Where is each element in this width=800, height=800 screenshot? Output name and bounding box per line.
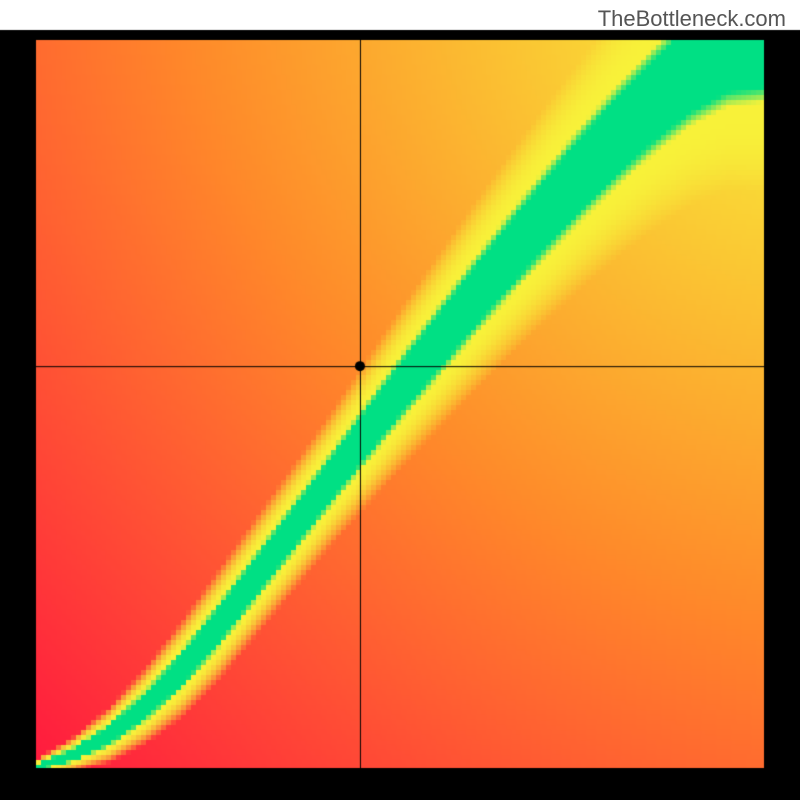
watermark-text: TheBottleneck.com [598,6,786,32]
chart-container: TheBottleneck.com [0,0,800,800]
bottleneck-heatmap-canvas [0,0,800,800]
